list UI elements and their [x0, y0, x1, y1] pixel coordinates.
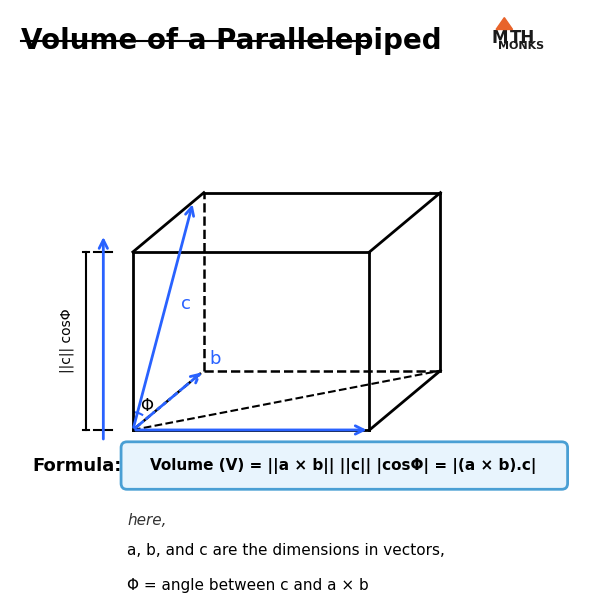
Text: Volume (V) = ||a × b|| ||c|| |cosΦ| = |(a × b).c|: Volume (V) = ||a × b|| ||c|| |cosΦ| = |(… [150, 458, 536, 473]
Text: Formula:: Formula: [32, 457, 122, 475]
Text: M: M [491, 29, 508, 47]
Text: a, b, and c are the dimensions in vectors,: a, b, and c are the dimensions in vector… [127, 542, 445, 557]
Text: TH: TH [510, 29, 535, 47]
Text: here,: here, [127, 513, 167, 528]
Text: c: c [181, 295, 190, 313]
Text: a: a [245, 451, 257, 470]
Polygon shape [496, 17, 513, 29]
Text: ||c|| cosΦ: ||c|| cosΦ [59, 308, 74, 373]
Text: Volume of a Parallelepiped: Volume of a Parallelepiped [20, 26, 441, 55]
FancyBboxPatch shape [121, 442, 568, 489]
Text: Φ: Φ [140, 397, 153, 415]
Text: MONKS: MONKS [498, 41, 544, 52]
Text: b: b [210, 350, 221, 368]
Text: Φ = angle between c and a × b: Φ = angle between c and a × b [127, 578, 369, 593]
